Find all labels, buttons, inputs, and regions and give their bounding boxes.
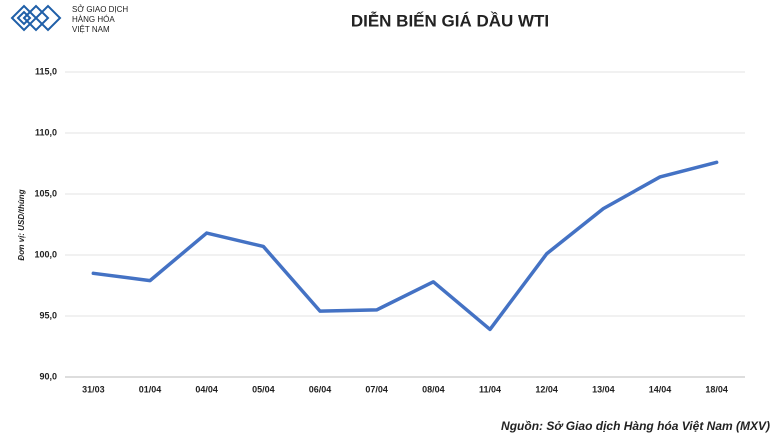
y-tick-label: 110,0 [35,127,57,137]
x-tick-label: 12/04 [535,384,558,394]
x-tick-label: 13/04 [592,384,615,394]
x-tick-label: 07/04 [365,384,388,394]
x-tick-label: 04/04 [195,384,218,394]
source: Nguồn: Sở Giao dịch Hàng hóa Việt Nam (M… [501,419,770,433]
y-axis-label: Đơn vị: USD/thùng [17,189,26,260]
x-tick-label: 18/04 [705,384,728,394]
logo-text: HÀNG HÓA [72,15,115,24]
y-tick-label: 105,0 [34,188,57,198]
x-tick-label: 14/04 [649,384,672,394]
chart-title: DIỄN BIẾN GIÁ DẦU WTI [351,11,549,30]
x-tick-label: 05/04 [252,384,275,394]
x-tick-label: 11/04 [479,384,501,394]
logo-icon [10,4,62,32]
logo-text: VIỆT NAM [72,25,110,34]
y-tick-label: 90,0 [39,371,57,381]
x-tick-label: 06/04 [309,384,332,394]
y-tick-label: 95,0 [39,310,57,320]
x-tick-label: 01/04 [139,384,162,394]
y-tick-label: 100,0 [34,249,57,259]
data-line [91,160,719,332]
x-tick-label: 08/04 [422,384,445,394]
y-tick-label: 115,0 [35,66,57,76]
x-tick-label: 31/03 [82,384,105,394]
logo-text: SỞ GIAO DỊCH [72,5,128,14]
